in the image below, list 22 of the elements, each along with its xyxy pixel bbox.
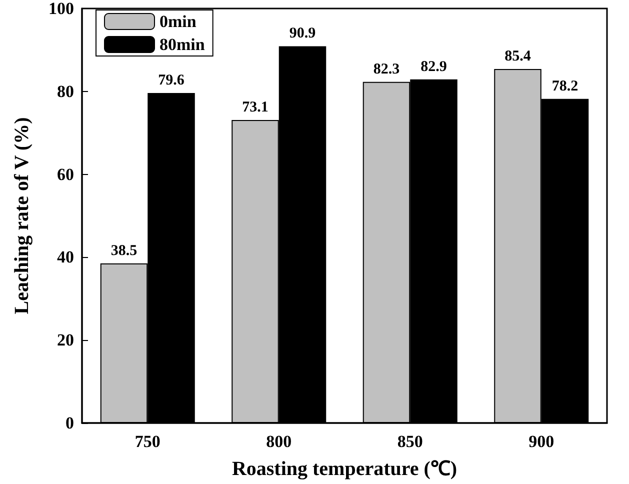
x-tick-label: 800: [266, 432, 292, 451]
y-tick-label: 0: [66, 414, 74, 432]
data-label: 79.6: [158, 72, 185, 89]
x-tick-label: 900: [528, 432, 554, 451]
y-tick-label: 20: [57, 330, 74, 350]
y-tick-label: 40: [57, 248, 74, 267]
legend-label: 0min: [160, 12, 197, 31]
x-tick-label: 750: [134, 432, 160, 451]
data-label: 82.3: [373, 61, 400, 78]
data-label: 82.9: [420, 58, 447, 75]
data-label: 78.2: [552, 78, 578, 94]
data-label: 38.5: [110, 242, 138, 259]
y-tick-label: 100: [48, 0, 74, 18]
data-label: 90.9: [289, 26, 316, 42]
x-axis-title: Roasting temperature (℃): [232, 458, 458, 480]
legend-label: 80min: [160, 35, 206, 54]
y-tick-label: 60: [57, 164, 74, 184]
y-axis-title: Leaching rate of V (%): [11, 117, 33, 314]
data-label: 73.1: [242, 100, 268, 116]
y-tick-label: 80: [57, 82, 74, 101]
x-tick-label: 850: [397, 432, 423, 451]
data-label: 85.4: [504, 48, 532, 65]
